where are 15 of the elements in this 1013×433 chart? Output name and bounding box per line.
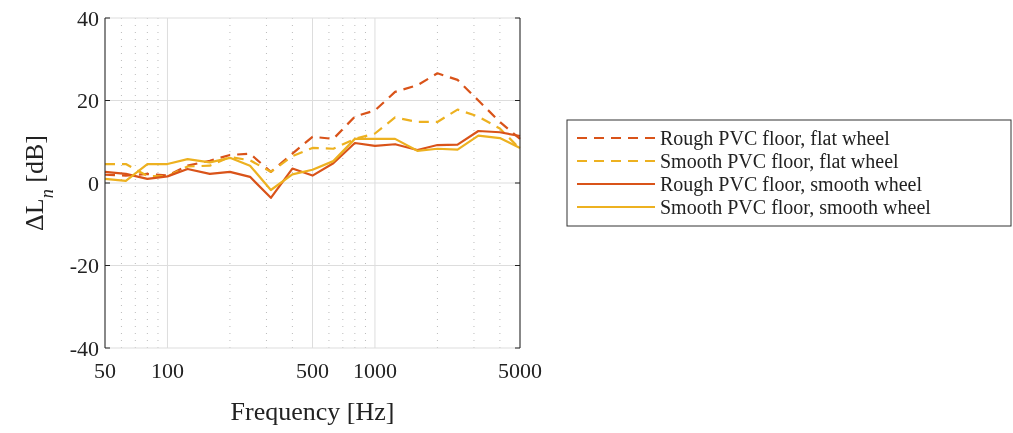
x-axis-title: Frequency [Hz] xyxy=(230,397,395,426)
y-tick-label: 20 xyxy=(77,88,99,114)
x-tick-label: 5000 xyxy=(498,358,542,383)
y-tick-label: 40 xyxy=(77,5,99,31)
legend-label: Rough PVC floor, smooth wheel xyxy=(660,173,923,196)
legend-label: Rough PVC floor, flat wheel xyxy=(660,127,891,150)
x-tick-label: 1000 xyxy=(352,358,397,383)
legend-label: Smooth PVC floor, flat wheel xyxy=(660,150,900,172)
x-tick-label: 100 xyxy=(150,358,184,383)
y-tick-label: -40 xyxy=(69,335,99,361)
x-tick-label: 50 xyxy=(94,358,116,383)
x-tick-label: 500 xyxy=(296,358,329,383)
y-tick-label: -20 xyxy=(69,253,99,279)
y-tick-label: 0 xyxy=(88,170,99,196)
legend-label: Smooth PVC floor, smooth wheel xyxy=(660,196,932,218)
